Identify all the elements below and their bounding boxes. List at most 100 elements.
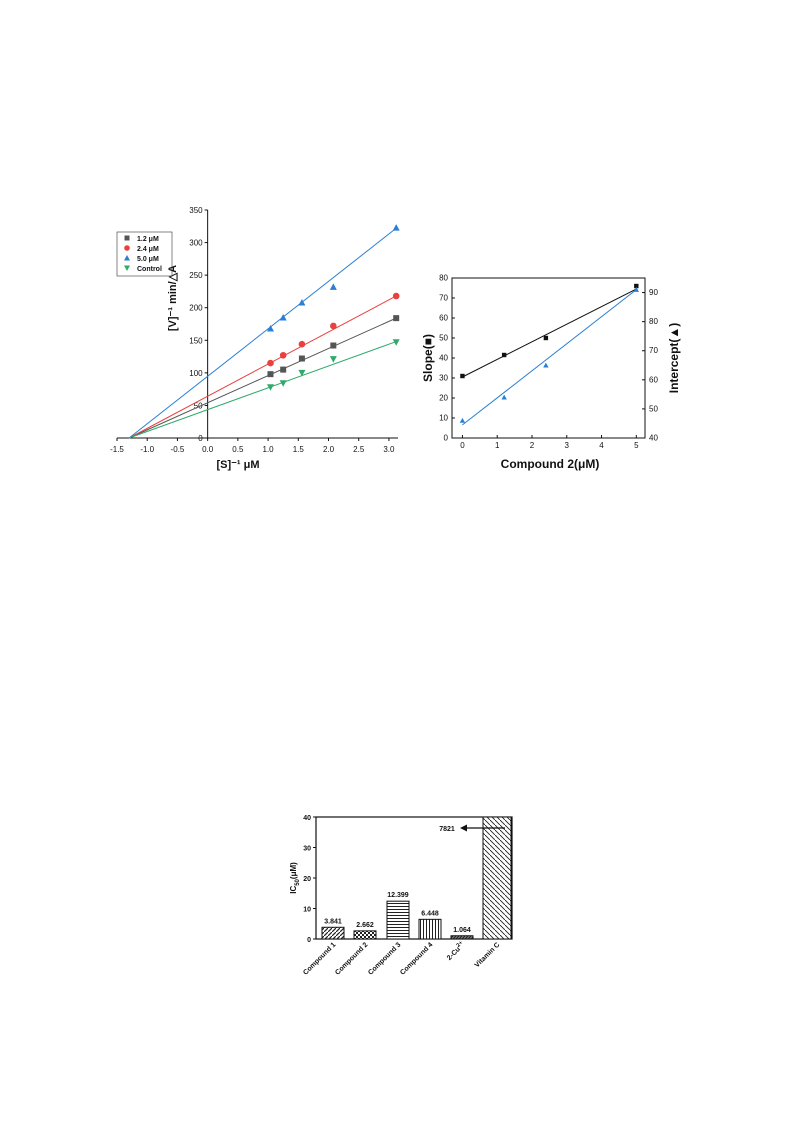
c3-value-label: 1.064 — [453, 927, 471, 934]
c1-legend-box — [116, 231, 173, 277]
c1-data-point — [298, 355, 305, 362]
c3-y-tick-label: 30 — [303, 846, 311, 853]
c2-y-tick-label: 80 — [439, 274, 448, 283]
c3-category-label: Compound 3 — [367, 941, 402, 976]
c1-x-tick-label: 0.5 — [232, 445, 244, 454]
c3-category-label: Compound 2 — [334, 941, 369, 976]
c3-category-label: Compound 4 — [399, 941, 434, 976]
c1-y-tick-label: 300 — [189, 239, 203, 248]
c1-y-tick-label: 150 — [189, 336, 203, 345]
c2-y2-tick-label: 50 — [649, 404, 658, 413]
c1-data-point — [392, 224, 400, 231]
c1-x-tick-label: -1.0 — [140, 445, 154, 454]
c2-data-point — [634, 283, 639, 289]
c1-x-tick-label: 2.5 — [353, 445, 365, 454]
c3-value-label: 3.841 — [324, 918, 342, 925]
c2-x-tick-label: 5 — [634, 441, 639, 450]
c1-fit-line — [128, 227, 397, 439]
c3-category-label: Compound 1 — [302, 941, 337, 976]
c1-y-tick-label: 350 — [189, 206, 203, 215]
c3-bar — [418, 918, 442, 940]
c2-data-point — [501, 394, 507, 400]
c3-y-tick-label: 40 — [303, 815, 311, 822]
c1-legend-label: 1.2 μM — [137, 236, 159, 243]
c1-x-tick-label: 0.0 — [202, 445, 214, 454]
c1-legend-marker — [124, 245, 130, 251]
c1-x-tick-label: 1.0 — [263, 445, 275, 454]
c3-bar — [482, 816, 512, 940]
c1-x-tick-label: 3.0 — [383, 445, 395, 454]
c1-y-tick-label: 100 — [189, 369, 203, 378]
c2-y-tick-label: 30 — [439, 374, 448, 383]
c1-data-point — [329, 283, 337, 290]
c1-legend-label: 5.0 μM — [137, 256, 159, 263]
c3-category-label: Vitamin C — [474, 941, 502, 969]
c1-data-point — [330, 342, 337, 349]
c1-data-point — [279, 380, 287, 387]
c1-data-point — [298, 369, 306, 377]
c2-y-tick-label: 50 — [439, 334, 448, 343]
c1-data-point — [266, 384, 274, 391]
c1-legend-marker — [124, 255, 130, 261]
c2-data-point — [459, 417, 466, 423]
c1-y-tick-label: 0 — [198, 434, 203, 443]
c1-fit-line — [128, 295, 397, 439]
c3-offscale-arrow-head — [460, 824, 467, 832]
c2-data-point — [543, 335, 549, 341]
c3-y-axis-title: IC50(μM) — [289, 862, 301, 894]
c3-bar — [353, 930, 377, 940]
c2-x-axis-title: Compound 2(μM) — [501, 457, 600, 471]
c1-x-tick-label: 1.5 — [293, 445, 305, 454]
c1-y-tick-label: 250 — [189, 271, 203, 280]
c3-value-label: 2.662 — [356, 922, 374, 929]
c1-x-tick-label: 2.0 — [323, 445, 335, 454]
c3-value-label: 6.448 — [421, 910, 439, 917]
c1-data-point — [267, 371, 274, 378]
c1-legend-label: 2.4 μM — [137, 246, 159, 253]
c3-bar — [386, 900, 410, 940]
c2-y2-tick-label: 60 — [649, 375, 658, 384]
c1-legend-marker — [124, 235, 130, 241]
c2-y-tick-label: 70 — [439, 294, 448, 303]
c1-y-tick-label: 200 — [189, 304, 203, 313]
c2-y-tick-label: 20 — [439, 394, 448, 403]
c3-y-tick-label: 20 — [303, 876, 311, 883]
c3-value-label: 12.399 — [387, 892, 409, 899]
c1-data-point — [393, 315, 400, 322]
c1-data-point — [330, 322, 337, 330]
c2-y-tick-label: 0 — [444, 434, 449, 443]
c1-x-axis-title: [S]⁻¹ μM — [216, 459, 259, 471]
c2-fit-line — [462, 288, 637, 378]
c2-y2-tick-label: 40 — [649, 434, 658, 443]
c1-y-tick-label: 50 — [194, 401, 203, 410]
c1-data-point — [279, 351, 287, 359]
c1-data-point — [266, 325, 274, 332]
c2-x-tick-label: 1 — [495, 441, 500, 450]
c1-data-point — [267, 359, 274, 367]
c2-x-tick-label: 2 — [530, 441, 535, 450]
c3-category-label: 2-Cu2+ — [445, 940, 467, 962]
c1-x-tick-label: -1.5 — [110, 445, 124, 454]
c3-offscale-value-label: 7821 — [439, 826, 455, 833]
c1-x-tick-label: -0.5 — [171, 445, 185, 454]
c1-data-point — [392, 292, 400, 300]
c1-legend-label: Control — [137, 266, 162, 273]
c1-data-point — [298, 340, 306, 348]
c2-fit-line — [462, 289, 637, 426]
c2-y-tick-label: 40 — [439, 354, 448, 363]
c3-bar — [450, 935, 474, 940]
c2-y2-axis-title: Intercept(▲) — [667, 323, 681, 394]
c2-y2-tick-label: 90 — [649, 288, 658, 297]
c2-y2-tick-label: 80 — [649, 317, 658, 326]
c2-x-tick-label: 3 — [565, 441, 570, 450]
c2-y-tick-label: 60 — [439, 314, 448, 323]
c2-data-point — [543, 362, 549, 368]
c3-y-tick-label: 10 — [303, 907, 311, 914]
c1-data-point — [329, 356, 337, 363]
c2-y-axis-title: Slope(■) — [421, 334, 435, 382]
c3-y-tick-label: 0 — [307, 937, 311, 944]
c1-data-point — [298, 299, 306, 306]
c2-y-tick-label: 10 — [439, 414, 448, 423]
c1-data-point — [280, 366, 287, 373]
